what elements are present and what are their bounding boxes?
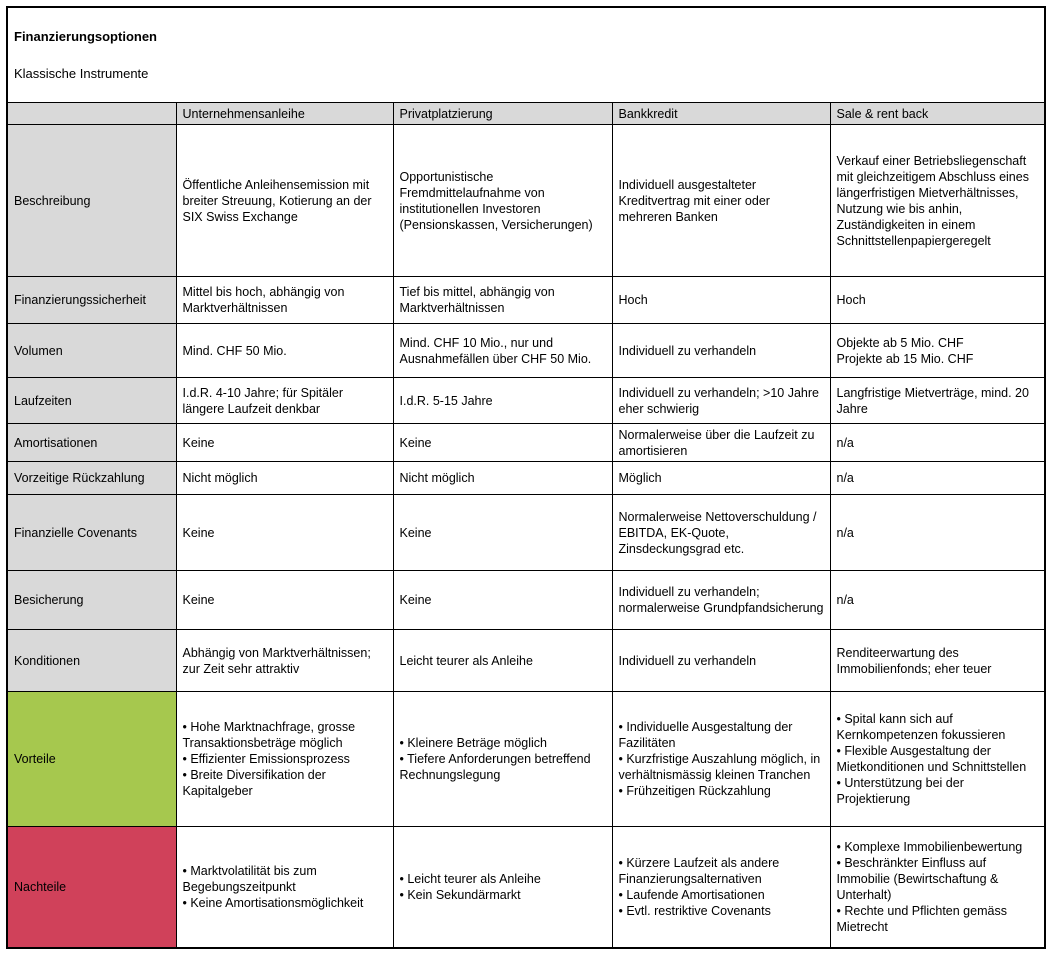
table-row-laufzeiten: Laufzeiten I.d.R. 4-10 Jahre; für Spitäl… bbox=[6, 377, 1046, 424]
table-row-amortisationen: Amortisationen Keine Keine Normalerweise… bbox=[6, 423, 1046, 462]
table-row-vorzeitige-rueckzahlung: Vorzeitige Rückzahlung Nicht möglich Nic… bbox=[6, 461, 1046, 495]
table-cell: Keine bbox=[175, 570, 394, 630]
page-subtitle: Klassische Instrumente bbox=[14, 66, 149, 81]
title-block: Finanzierungsoptionen Klassische Instrum… bbox=[6, 6, 1046, 103]
table-cell: Mind. CHF 10 Mio., nur und Ausnahmefälle… bbox=[392, 323, 613, 378]
table-cell: Tief bis mittel, abhängig von Marktverhä… bbox=[392, 276, 613, 324]
table-cell: Normalerweise über die Laufzeit zu amort… bbox=[611, 423, 831, 462]
table-cell: Mind. CHF 50 Mio. bbox=[175, 323, 394, 378]
table-row-volumen: Volumen Mind. CHF 50 Mio. Mind. CHF 10 M… bbox=[6, 323, 1046, 378]
row-label: Finanzierungssicherheit bbox=[6, 276, 177, 324]
corner-cell bbox=[6, 102, 177, 125]
row-label: Amortisationen bbox=[6, 423, 177, 462]
title-row: Finanzierungsoptionen Klassische Instrum… bbox=[6, 6, 1046, 103]
table-cell: Individuell zu verhandeln; normalerweise… bbox=[611, 570, 831, 630]
table-cell: Keine bbox=[392, 423, 613, 462]
table-cell: • Leicht teurer als Anleihe • Kein Sekun… bbox=[392, 826, 613, 948]
table-cell: Objekte ab 5 Mio. CHF Projekte ab 15 Mio… bbox=[829, 323, 1046, 378]
row-label-vorteile: Vorteile bbox=[6, 691, 177, 827]
table-cell: Möglich bbox=[611, 461, 831, 495]
table-cell: n/a bbox=[829, 494, 1046, 571]
row-label: Besicherung bbox=[6, 570, 177, 630]
table-row-besicherung: Besicherung Keine Keine Individuell zu v… bbox=[6, 570, 1046, 630]
table-row-konditionen: Konditionen Abhängig von Marktverhältnis… bbox=[6, 629, 1046, 692]
table-cell: Mittel bis hoch, abhängig von Marktverhä… bbox=[175, 276, 394, 324]
row-label: Volumen bbox=[6, 323, 177, 378]
table-cell: Öffentliche Anleihensemission mit breite… bbox=[175, 124, 394, 277]
table-cell: Individuell zu verhandeln; >10 Jahre ehe… bbox=[611, 377, 831, 424]
row-label: Finanzielle Covenants bbox=[6, 494, 177, 571]
row-label: Laufzeiten bbox=[6, 377, 177, 424]
row-label-nachteile: Nachteile bbox=[6, 826, 177, 948]
table-cell: • Hohe Marktnachfrage, grosse Transaktio… bbox=[175, 691, 394, 827]
table-cell: I.d.R. 5-15 Jahre bbox=[392, 377, 613, 424]
table-cell: • Spital kann sich auf Kernkompetenzen f… bbox=[829, 691, 1046, 827]
financing-options-table: Finanzierungsoptionen Klassische Instrum… bbox=[6, 6, 1047, 949]
table-cell: • Kleinere Beträge möglich • Tiefere Anf… bbox=[392, 691, 613, 827]
table-cell: Langfristige Mietverträge, mind. 20 Jahr… bbox=[829, 377, 1046, 424]
table-cell: • Komplexe Immobilienbewertung • Beschrä… bbox=[829, 826, 1046, 948]
row-label: Konditionen bbox=[6, 629, 177, 692]
table-cell: • Individuelle Ausgestaltung der Fazilit… bbox=[611, 691, 831, 827]
table-row-nachteile: Nachteile • Marktvolatilität bis zum Beg… bbox=[6, 826, 1046, 948]
column-header-sale-rent-back: Sale & rent back bbox=[829, 102, 1046, 125]
table-cell: Opportunistische Fremdmittelaufnahme von… bbox=[392, 124, 613, 277]
table-cell: I.d.R. 4-10 Jahre; für Spitäler längere … bbox=[175, 377, 394, 424]
column-header-unternehmensanleihe: Unternehmensanleihe bbox=[175, 102, 394, 125]
table-cell: Keine bbox=[392, 494, 613, 571]
table-cell: Individuell zu verhandeln bbox=[611, 323, 831, 378]
table-cell: Keine bbox=[392, 570, 613, 630]
page-title: Finanzierungsoptionen bbox=[14, 29, 157, 44]
table-cell: • Marktvolatilität bis zum Begebungszeit… bbox=[175, 826, 394, 948]
table-row-finanzierungssicherheit: Finanzierungssicherheit Mittel bis hoch,… bbox=[6, 276, 1046, 324]
table-cell: Abhängig von Marktverhältnissen; zur Zei… bbox=[175, 629, 394, 692]
table-cell: Keine bbox=[175, 423, 394, 462]
table-row-beschreibung: Beschreibung Öffentliche Anleihensemissi… bbox=[6, 124, 1046, 277]
table-cell: Renditeerwartung des Immobilienfonds; eh… bbox=[829, 629, 1046, 692]
table-cell: Normalerweise Nettoverschuldung / EBITDA… bbox=[611, 494, 831, 571]
row-label: Vorzeitige Rückzahlung bbox=[6, 461, 177, 495]
header-row: Unternehmensanleihe Privatplatzierung Ba… bbox=[6, 102, 1046, 125]
table-row-vorteile: Vorteile • Hohe Marktnachfrage, grosse T… bbox=[6, 691, 1046, 827]
table-cell: Verkauf einer Betriebsliegenschaft mit g… bbox=[829, 124, 1046, 277]
row-label: Beschreibung bbox=[6, 124, 177, 277]
table-cell: Individuell zu verhandeln bbox=[611, 629, 831, 692]
table-cell: n/a bbox=[829, 423, 1046, 462]
table-row-finanzielle-covenants: Finanzielle Covenants Keine Keine Normal… bbox=[6, 494, 1046, 571]
table-cell: Nicht möglich bbox=[392, 461, 613, 495]
table-cell: Leicht teurer als Anleihe bbox=[392, 629, 613, 692]
table-cell: n/a bbox=[829, 461, 1046, 495]
table-cell: Hoch bbox=[829, 276, 1046, 324]
table-cell: Individuell ausgestalteter Kreditvertrag… bbox=[611, 124, 831, 277]
table-cell: Keine bbox=[175, 494, 394, 571]
table-cell: Nicht möglich bbox=[175, 461, 394, 495]
table-cell: n/a bbox=[829, 570, 1046, 630]
column-header-privatplatzierung: Privatplatzierung bbox=[392, 102, 613, 125]
table-cell: • Kürzere Laufzeit als andere Finanzieru… bbox=[611, 826, 831, 948]
column-header-bankkredit: Bankkredit bbox=[611, 102, 831, 125]
table-cell: Hoch bbox=[611, 276, 831, 324]
